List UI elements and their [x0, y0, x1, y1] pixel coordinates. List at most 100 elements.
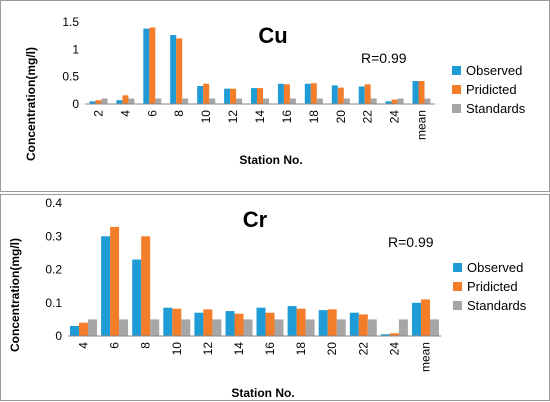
bar-standards-8 [150, 319, 160, 336]
bar-observed-16 [256, 307, 266, 336]
bar-observed-6 [143, 28, 150, 105]
x-tick-label: 16 [263, 342, 277, 356]
x-tick-label: 20 [334, 110, 348, 124]
x-tick-label: 10 [170, 342, 184, 356]
bar-pridicted-6 [110, 226, 120, 336]
bar-standards-4 [88, 319, 97, 336]
bar-standards-12 [212, 319, 222, 336]
bar-standards-2 [101, 98, 108, 104]
y-tick-label: 1 [72, 42, 79, 56]
y-tick-label: 0.5 [62, 70, 79, 84]
bar-observed-8 [132, 259, 142, 336]
legend-label-observed: Observed [467, 260, 523, 275]
x-tick-label: 24 [387, 342, 401, 356]
cu-chart: 00.511.52 4 6 8 10 12 14 16 18 20 22 24 meanCuR=0.99… [24, 15, 526, 167]
cr-chart-panel: 0 0.1 0.2 0.3 0.4 4 6 8 10 12 14 16 18 20 22 24 mean Cr R=… [0, 194, 550, 401]
x-tick-label: 18 [307, 110, 321, 124]
bar-standards-4 [128, 98, 135, 104]
x-tick-label: 18 [294, 342, 308, 356]
x-tick-label: 24 [388, 110, 402, 124]
bar-observed-8 [170, 35, 177, 104]
y-tick-label: 0.1 [45, 296, 62, 310]
x-tick-label: 14 [232, 342, 246, 356]
x-axis-label: Station No. [239, 153, 302, 167]
r-annotation: R=0.99 [388, 234, 434, 250]
bar-standards-6 [155, 98, 162, 104]
bar-pridicted-8 [176, 38, 183, 104]
x-tick-label: mean [418, 342, 432, 372]
bar-observed-22 [358, 86, 365, 104]
cu-chart-panel: 0 0.5 1 1.5 2 4 6 8 10 12 14 16 18 20 22 24 mean Cu R=0.99… [0, 0, 550, 192]
legend-label-observed: Observed [466, 63, 522, 78]
bar-observed-22 [349, 312, 359, 336]
bar-standards-16 [274, 319, 284, 336]
bar-observed-2 [89, 101, 96, 104]
bar-observed-12 [194, 312, 204, 336]
bar-pridicted-8 [141, 236, 151, 336]
bar-pridicted-22 [358, 314, 368, 336]
y-tick-label: 0 [72, 97, 79, 111]
bar-standards-12 [236, 98, 243, 104]
bar-standards-24 [398, 319, 408, 336]
bar-pridicted-16 [283, 84, 290, 104]
bar-standards-mean [424, 98, 431, 104]
x-tick-label: 22 [356, 342, 370, 356]
y-axis-label: Concentration(mg/l) [8, 238, 22, 352]
r-annotation: R=0.99 [361, 50, 407, 66]
bar-standards-24 [397, 98, 404, 104]
bar-pridicted-10 [172, 308, 182, 336]
x-tick-label: mean [415, 110, 429, 140]
bar-pridicted-mean [421, 299, 430, 336]
bar-standards-10 [209, 98, 216, 104]
legend-swatch-standards [452, 104, 461, 113]
x-tick-label: 8 [172, 110, 186, 117]
cr-chart: 0 0.1 0.2 0.3 0.4 4 6 8 10 12 14 16 18 20 22 24 mean Cr R=… [8, 196, 527, 400]
bar-pridicted-18 [310, 83, 317, 104]
x-tick-label: 16 [280, 110, 294, 124]
bar-observed-18 [304, 83, 311, 104]
y-tick-label: 0.2 [45, 263, 62, 277]
legend-swatch-pridicted [453, 282, 462, 291]
legend-swatch-observed [452, 66, 461, 75]
bar-pridicted-20 [337, 87, 344, 104]
bar-observed-10 [163, 307, 173, 336]
bar-observed-mean [412, 302, 421, 337]
y-axis-label: Concentration(mg/l) [24, 47, 38, 161]
x-tick-label: 8 [139, 342, 153, 349]
x-tick-label: 10 [199, 110, 213, 124]
x-tick-label: 12 [226, 110, 240, 124]
bar-standards-18 [305, 319, 315, 336]
bar-standards-16 [289, 98, 296, 104]
bar-standards-18 [316, 98, 323, 104]
legend-label-pridicted: Pridicted [467, 279, 518, 294]
bar-pridicted-22 [364, 84, 371, 104]
bar-pridicted-12 [203, 309, 213, 336]
x-tick-label: 2 [91, 110, 105, 117]
bar-observed-4 [116, 100, 123, 104]
chart-title: Cr [243, 207, 268, 232]
bar-observed-6 [101, 236, 111, 336]
bar-observed-14 [225, 311, 235, 336]
bar-pridicted-2 [95, 100, 102, 104]
bar-standards-14 [243, 319, 253, 336]
x-tick-label: 14 [253, 110, 267, 124]
bar-observed-14 [251, 88, 257, 104]
legend-label-standards: Standards [466, 101, 526, 116]
x-tick-label: 20 [325, 342, 339, 356]
bar-observed-24 [385, 101, 392, 104]
y-tick-label: 1.5 [62, 15, 79, 29]
legend-swatch-pridicted [452, 85, 461, 94]
bar-pridicted-24 [391, 99, 398, 104]
bar-pridicted-4 [122, 95, 129, 104]
legend-swatch-standards [453, 301, 462, 310]
bar-pridicted-24 [389, 333, 399, 336]
y-tick-label: 0.3 [45, 229, 62, 243]
bar-pridicted-10 [203, 83, 210, 104]
bar-observed-20 [331, 85, 338, 104]
bar-observed-24 [380, 334, 390, 336]
x-tick-label: 6 [145, 110, 159, 117]
x-tick-label: 6 [108, 342, 122, 349]
x-axis-label: Station No. [231, 386, 294, 400]
legend-swatch-observed [453, 263, 462, 272]
